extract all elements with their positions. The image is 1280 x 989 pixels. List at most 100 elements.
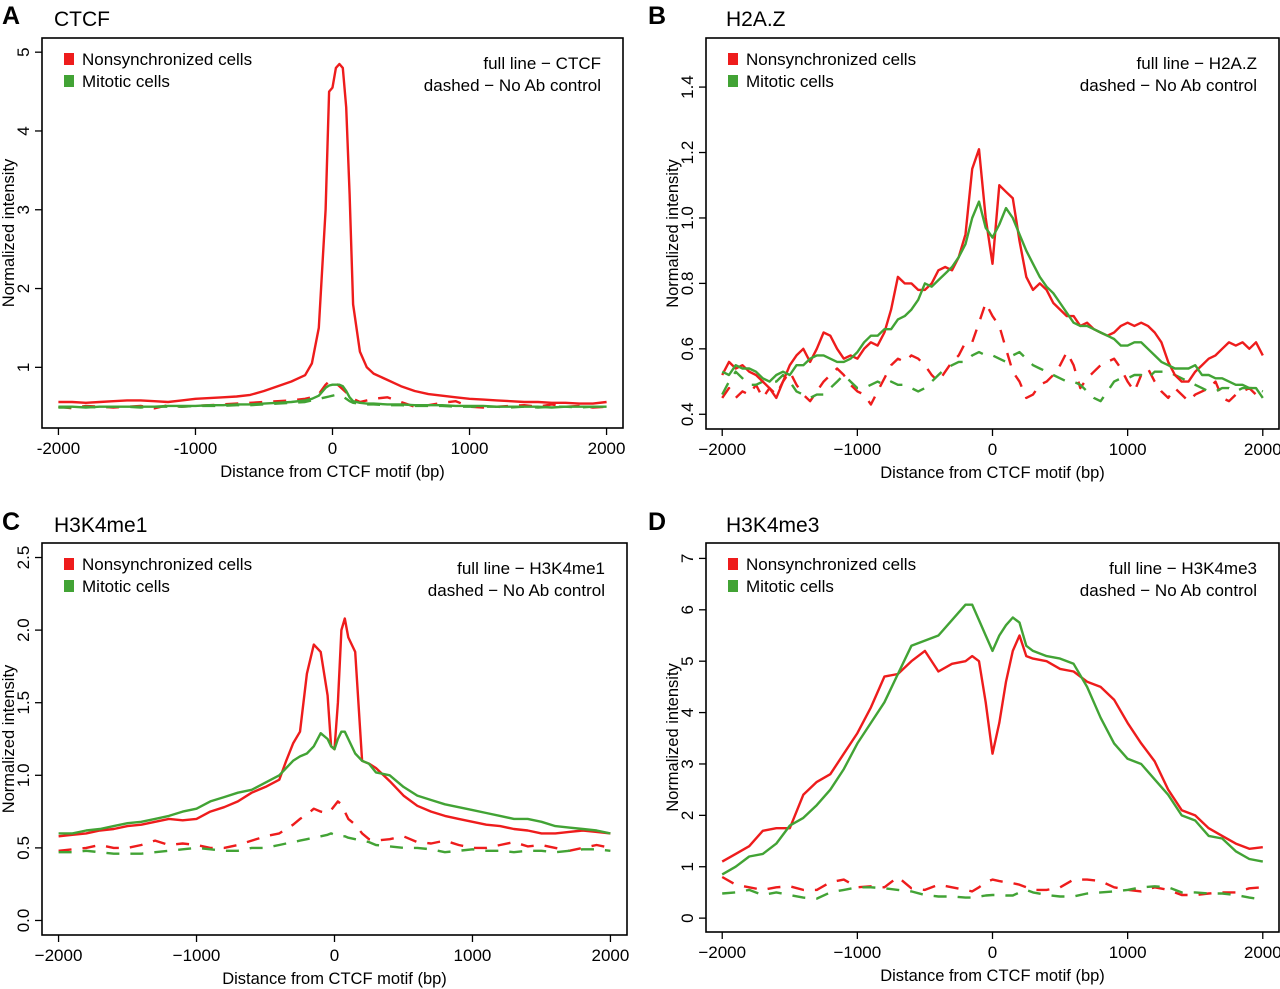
- series-line-mitotic-full: [721, 603, 1264, 876]
- x-tick-label: −1000: [833, 943, 881, 962]
- series-line-nonsynchronized-full: [58, 62, 607, 405]
- series-line-nonsynchronized-full: [721, 147, 1264, 400]
- legend: Nonsynchronized cells Mitotic cells: [64, 555, 252, 596]
- y-tick-label: 4: [14, 126, 33, 135]
- dashed-line-note: dashed − No Ab control: [1080, 581, 1257, 600]
- series-group: [58, 62, 607, 410]
- y-tick-label: 1: [678, 862, 697, 871]
- x-tick-label: 0: [988, 440, 997, 459]
- legend-label-nonsynchronized: Nonsynchronized cells: [746, 50, 916, 69]
- legend-label-mitotic: Mitotic cells: [746, 577, 834, 596]
- legend-label-mitotic: Mitotic cells: [746, 72, 834, 91]
- series-line-nonsynchronized-dashed: [721, 301, 1264, 406]
- panel-title: H3K4me3: [726, 514, 819, 537]
- series-line-mitotic-full: [58, 383, 607, 409]
- panel-letter: C: [2, 508, 20, 536]
- x-tick-label: 0: [328, 439, 337, 458]
- y-axis-label: Normalized intensity: [664, 662, 682, 811]
- plot-frame: [705, 542, 1280, 933]
- x-tick-label: 0: [988, 943, 997, 962]
- panel-letter: B: [648, 2, 666, 30]
- y-tick-label: 3: [678, 759, 697, 768]
- x-tick-label: −2000: [35, 946, 83, 965]
- legend: Nonsynchronized cells Mitotic cells: [728, 50, 916, 91]
- full-line-note: full line − H3K4me3: [1109, 559, 1257, 578]
- y-tick-label: 5: [678, 656, 697, 665]
- x-tick-label: 1000: [1109, 943, 1147, 962]
- x-tick-label: 1000: [454, 946, 492, 965]
- panel-b: B H2A.Z −2000 −1000 0 1000 2000 0.4 0.6 0.8 1.0 1.2…: [648, 2, 1280, 482]
- panel-title: CTCF: [54, 8, 110, 31]
- series-group: [58, 617, 611, 855]
- y-tick-label: 2.5: [14, 546, 33, 570]
- panel-c: C H3K4me1 −2000 −1000 0 1000 2000 0.0 0.5 1.0 1.5 2…: [0, 508, 629, 988]
- y-tick-label: 4: [678, 708, 697, 717]
- legend-swatch-nonsynchronized: [728, 53, 738, 65]
- y-tick-label: 2: [14, 284, 33, 293]
- x-axis-label: Distance from CTCF motif (bp): [222, 970, 447, 988]
- y-tick-label: 0.8: [678, 272, 697, 296]
- legend-label-mitotic: Mitotic cells: [82, 72, 170, 91]
- legend-label-nonsynchronized: Nonsynchronized cells: [746, 555, 916, 574]
- legend-swatch-mitotic: [64, 580, 74, 592]
- dashed-line-note: dashed − No Ab control: [424, 76, 601, 95]
- x-tick-label: −2000: [698, 943, 746, 962]
- y-tick-label: 0.6: [678, 337, 697, 361]
- y-tick-label: 3: [14, 205, 33, 214]
- x-tick-label: −1000: [173, 946, 221, 965]
- x-axis-label: Distance from CTCF motif (bp): [220, 463, 445, 481]
- y-tick-label: 2.0: [14, 618, 33, 642]
- y-tick-label: 2: [678, 811, 697, 820]
- y-tick-label: 1.0: [678, 206, 697, 230]
- x-tick-label: −1000: [833, 440, 881, 459]
- legend-label-nonsynchronized: Nonsynchronized cells: [82, 50, 252, 69]
- legend-swatch-mitotic: [64, 75, 74, 87]
- panel-d: D H3K4me3 −2000 −1000 0 1000 2000 0 1 2 3 4 5 6 7 Dista…: [648, 508, 1280, 985]
- y-axis-label: Normalized intensity: [664, 158, 682, 307]
- legend-label-mitotic: Mitotic cells: [82, 577, 170, 596]
- panel-title: H2A.Z: [726, 8, 786, 31]
- full-line-note: full line − H3K4me1: [457, 559, 605, 578]
- full-line-note: full line − CTCF: [483, 54, 601, 73]
- y-tick-label: 7: [678, 554, 697, 563]
- dashed-line-note: dashed − No Ab control: [1080, 76, 1257, 95]
- x-tick-label: -2000: [37, 439, 80, 458]
- series-line-mitotic-full: [58, 730, 611, 835]
- series-line-nonsynchronized-full: [721, 634, 1263, 863]
- series-line-mitotic-dashed: [721, 350, 1264, 403]
- series-line-mitotic-dashed: [58, 832, 611, 855]
- panel-letter: D: [648, 508, 666, 536]
- y-tick-label: 0.5: [14, 836, 33, 860]
- full-line-note: full line − H2A.Z: [1137, 54, 1257, 73]
- y-tick-label: 6: [678, 605, 697, 614]
- series-line-nonsynchronized-dashed: [721, 875, 1263, 897]
- legend-swatch-mitotic: [728, 580, 738, 592]
- legend-swatch-mitotic: [728, 75, 738, 87]
- series-group: [721, 603, 1264, 901]
- legend-label-nonsynchronized: Nonsynchronized cells: [82, 555, 252, 574]
- x-tick-label: 2000: [592, 946, 630, 965]
- x-tick-label: 1000: [1109, 440, 1147, 459]
- panel-a: A CTCF -2000 -1000 0 1000 2000 1 2 3 4 5 Distance fr…: [0, 2, 625, 481]
- legend-swatch-nonsynchronized: [64, 53, 74, 65]
- legend: Nonsynchronized cells Mitotic cells: [728, 555, 916, 596]
- legend: Nonsynchronized cells Mitotic cells: [64, 50, 252, 91]
- series-line-nonsynchronized-dashed: [58, 800, 611, 852]
- x-axis-label: Distance from CTCF motif (bp): [880, 967, 1105, 985]
- y-tick-label: 1.5: [14, 691, 33, 715]
- y-axis-label: Normalized intensity: [0, 664, 18, 813]
- x-tick-label: 2000: [588, 439, 626, 458]
- x-tick-label: 0: [330, 946, 339, 965]
- x-tick-label: -1000: [174, 439, 217, 458]
- y-tick-label: 1.0: [14, 763, 33, 787]
- series-line-nonsynchronized-full: [58, 617, 611, 838]
- x-tick-label: −2000: [698, 440, 746, 459]
- y-tick-label: 1.2: [678, 141, 697, 165]
- series-group: [721, 147, 1264, 406]
- legend-swatch-nonsynchronized: [64, 558, 74, 570]
- x-tick-label: 2000: [1244, 440, 1280, 459]
- plot-frame: [41, 37, 624, 429]
- series-line-mitotic-dashed: [722, 885, 1263, 901]
- panel-letter: A: [2, 2, 20, 30]
